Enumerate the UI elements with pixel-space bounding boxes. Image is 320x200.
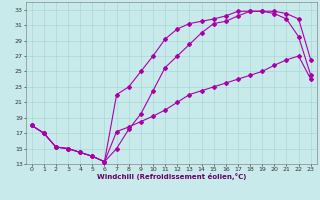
X-axis label: Windchill (Refroidissement éolien,°C): Windchill (Refroidissement éolien,°C) — [97, 173, 246, 180]
